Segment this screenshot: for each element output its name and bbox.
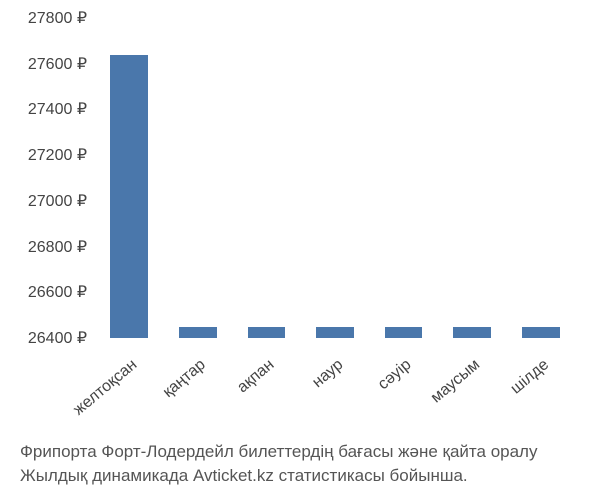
y-tick-label: 27800 ₽	[28, 8, 87, 28]
y-tick-label: 27000 ₽	[28, 191, 87, 211]
bar	[110, 55, 148, 338]
y-tick-label: 27200 ₽	[28, 145, 87, 165]
x-tick-label: наур	[309, 356, 347, 392]
y-tick-label: 27400 ₽	[28, 99, 87, 119]
plot-area	[95, 18, 575, 338]
chart-caption: Фрипорта Форт-Лодердейл билеттердің баға…	[20, 440, 537, 488]
bar	[316, 327, 354, 338]
bar	[179, 327, 217, 338]
y-tick-label: 26400 ₽	[28, 328, 87, 348]
bar	[522, 327, 560, 338]
x-tick-label: қаңтар	[160, 356, 210, 402]
y-tick-label: 26600 ₽	[28, 282, 87, 302]
caption-line-2: Жылдық динамикада Avticket.kz статистика…	[20, 464, 537, 488]
bar	[248, 327, 286, 338]
y-tick-label: 27600 ₽	[28, 54, 87, 74]
x-tick-label: сәуір	[375, 356, 415, 394]
x-axis-labels: желтоқсанқаңтарақпаннаурсәуірмаусымшілде	[95, 348, 575, 438]
x-tick-label: шілде	[507, 356, 552, 398]
y-axis-labels: 26400 ₽26600 ₽26800 ₽27000 ₽27200 ₽27400…	[0, 18, 87, 338]
bar	[385, 327, 423, 338]
bar	[453, 327, 491, 338]
x-tick-label: ақпан	[234, 356, 278, 397]
price-dynamics-chart: 26400 ₽ 26600 ₽ 26800 ₽ 27000 ₽ 27200 ₽ 27400…	[0, 0, 600, 500]
x-tick-label: желтоқсан	[70, 356, 141, 419]
bars-container	[95, 18, 575, 338]
y-tick-label: 26800 ₽	[28, 237, 87, 257]
caption-line-1: Фрипорта Форт-Лодердейл билеттердің баға…	[20, 440, 537, 464]
x-tick-label: маусым	[428, 356, 484, 407]
